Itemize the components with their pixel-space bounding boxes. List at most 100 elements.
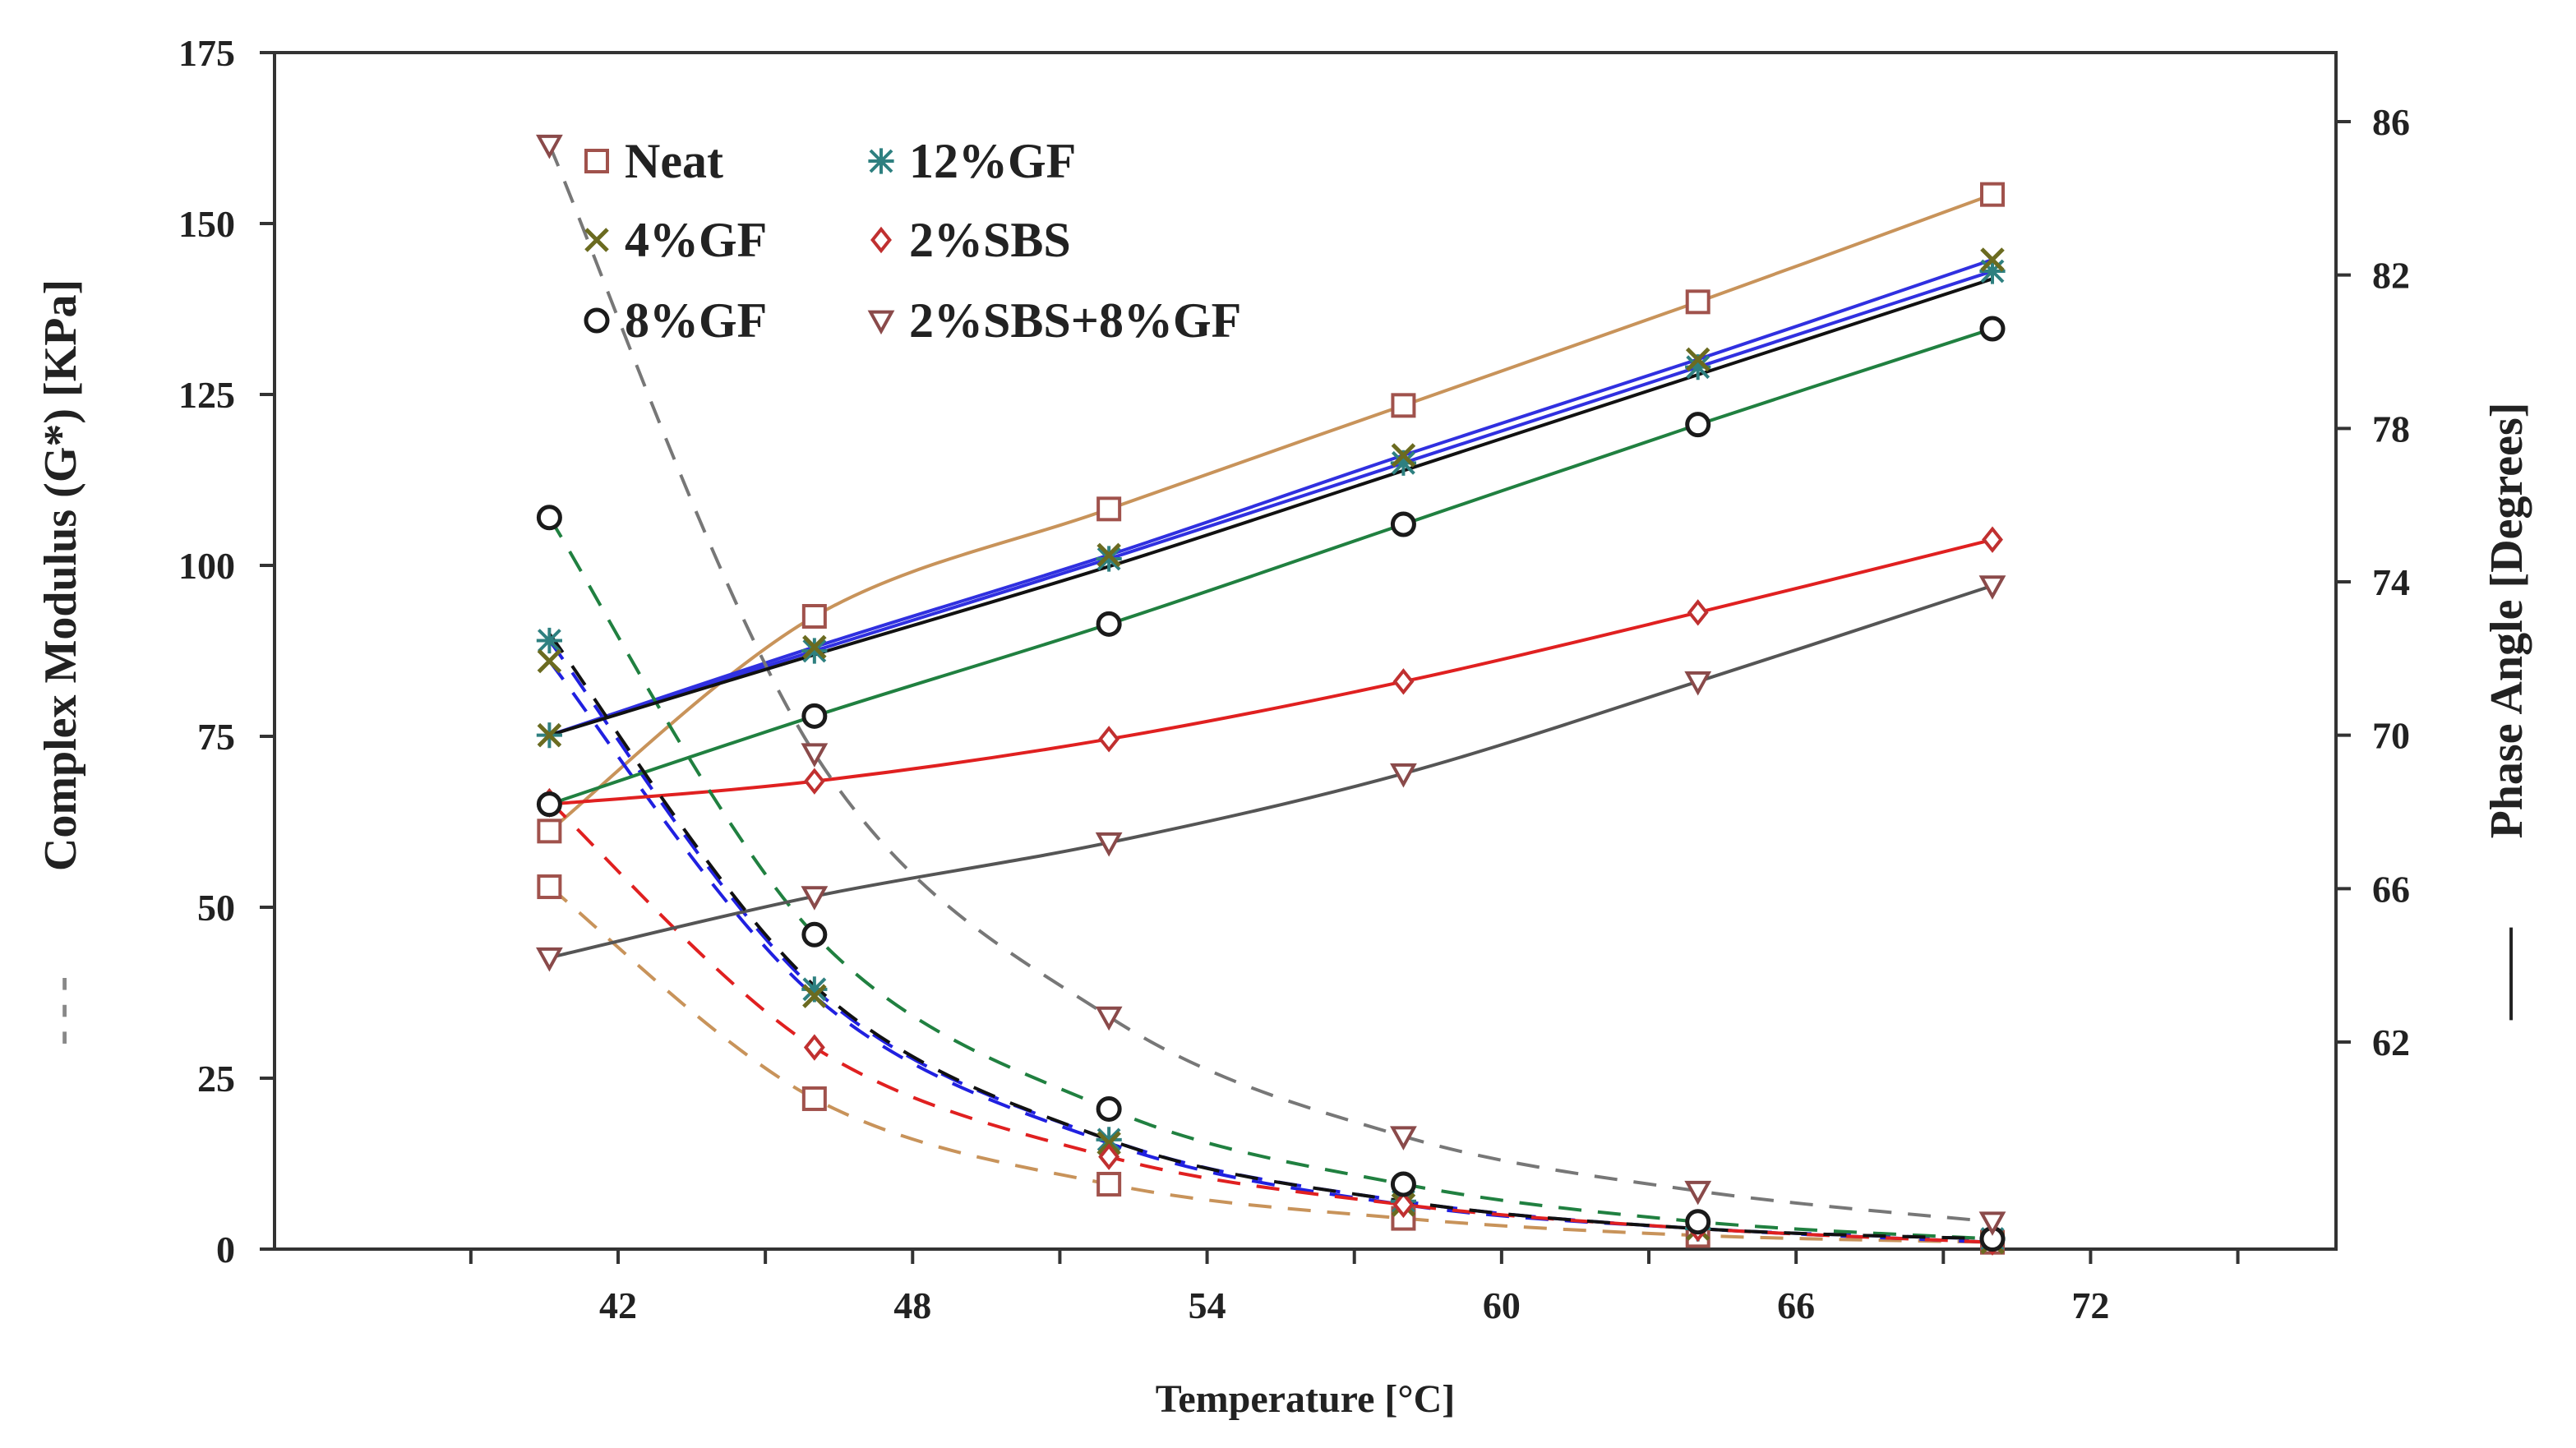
modulus-line-series-4 [547,516,1993,1241]
phase-point [801,703,828,729]
phase-line-series-2 [548,258,1993,737]
legend-label: 2%SBS [909,213,1071,267]
legend-marker [867,310,895,335]
modulus-point [1096,1131,1121,1155]
modulus-point [1098,1143,1120,1170]
tick-labels: 0 25 50 75 100 125 150 175 62 66 70 74 78 82 86 42 48 54 6… [178,32,2410,1326]
modulus-point [802,984,827,1008]
phase-point [1979,258,2006,284]
phase-point [1979,316,2006,342]
x-tick-label: 60 [1483,1284,1521,1326]
phase-point [1982,526,2003,553]
x-tick-label: 42 [599,1284,637,1326]
legend-label: Neat [625,134,723,188]
modulus-point [537,648,562,674]
phase-line-series-1 [548,270,1993,737]
phase-point [1095,832,1123,857]
phase-line-series-3 [549,537,1993,806]
phase-point [801,886,829,911]
modulus-point [537,874,562,900]
phase-point [1980,247,2005,272]
modulus-point [1392,1191,1415,1219]
modulus-point [801,1086,827,1111]
phase-point [1978,575,2006,600]
modulus-point [1096,1095,1122,1122]
y2-tick-label: 82 [2372,255,2410,297]
modulus-point [1978,1211,2006,1236]
phase-point [1685,289,1710,315]
legend-label: 12%GF [909,134,1076,188]
modulus-point [803,1034,825,1061]
y-tick-label: 50 [197,887,235,929]
modulus-line-series-6 [547,632,1993,1241]
modulus-point [1684,1180,1712,1206]
y-tick-label: 125 [178,374,235,416]
y-tick-label: 175 [178,32,235,74]
phase-line-series-5 [548,583,1993,960]
phase-point [1098,726,1120,753]
series-lines [547,144,1993,1244]
phase-point [1685,354,1711,380]
phase-point [536,947,563,972]
modulus-point [1096,1127,1122,1153]
y-tick-label: 100 [178,545,235,587]
phase-point [1096,542,1121,568]
phase-point [1687,599,1709,626]
modulus-point [1096,1171,1122,1197]
modulus-point [801,743,829,768]
phase-point [1980,182,2005,207]
modulus-line-series-2 [547,660,1993,1244]
phase-point [1096,546,1122,572]
modulus-point [536,134,563,159]
phase-point [1096,496,1122,522]
phase-line-series-0 [548,192,1993,832]
phase-point [537,722,562,748]
phase-point [1391,393,1416,418]
x-tick-label: 72 [2071,1284,2109,1326]
modulus-point [801,976,828,1003]
phase-point [801,638,828,664]
y2-tick-label: 66 [2372,868,2410,910]
y-tick-label: 0 [216,1229,235,1270]
legend-marker [584,228,609,252]
y2-tick-label: 74 [2372,561,2410,603]
phase-point [1684,671,1712,696]
phase-point [536,791,562,818]
modulus-point [1390,1126,1417,1151]
y-axis-label-group: - - - Complex Modulus (G*) [KPa] [35,279,86,1045]
phase-point [1390,763,1417,788]
axis-ticks [260,51,2351,1264]
x-axis-label: Temperature [°C] [1156,1377,1455,1421]
modulus-point [1685,1209,1711,1235]
modulus-point [536,627,562,654]
phase-point [1390,511,1416,537]
y2-tick-label: 62 [2372,1021,2410,1063]
x-tick-label: 48 [893,1284,931,1326]
modulus-point [1390,1171,1416,1197]
modulus-point [801,921,828,948]
legend-label: 2%SBS+8%GF [909,293,1241,348]
modulus-line-series-5 [547,144,1993,1224]
modulus-line-series-0 [548,885,1993,1244]
plot-frame [273,51,2338,1251]
legend-label: 8%GF [625,293,767,348]
series-markers [536,134,2006,1256]
phase-point [1685,347,1710,372]
phase-point [1391,443,1416,468]
phase-line-series-4 [548,327,1993,806]
y-tick-label: 150 [178,203,235,245]
phase-point [802,634,827,660]
phase-point [1392,668,1415,695]
legend-marker [870,226,892,254]
phase-point [1390,450,1417,476]
y2-axis-label: Phase Angle [Degrees] [2481,403,2532,839]
legend-marker [584,307,610,334]
modulus-line-series-3 [548,800,1993,1244]
y-axis-label-prefix: - - - [35,976,86,1045]
y2-axis-label-group: —— Phase Angle [Degrees] [2481,403,2532,1021]
legend: Neat 12%GF 4%GF 2%SBS 8%GF 2%SBS+8%GF [584,134,1241,348]
y2-axis-label-prefix: —— [2481,927,2532,1021]
legend-label: 4%GF [625,213,767,267]
